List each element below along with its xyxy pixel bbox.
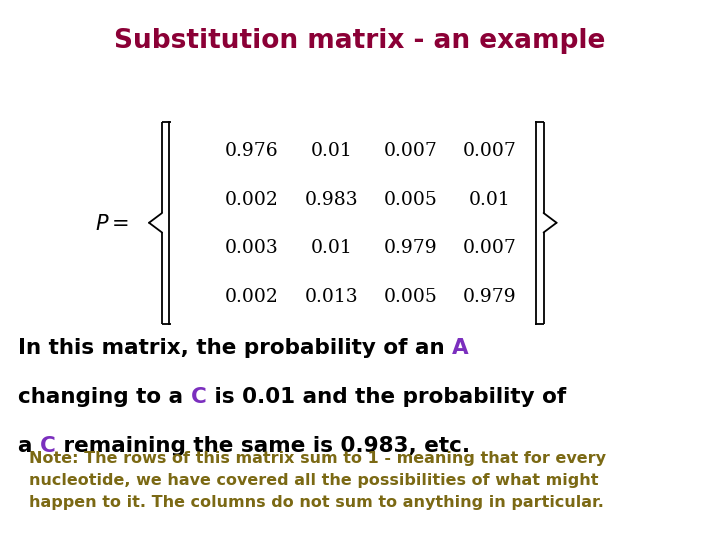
Text: 0.007: 0.007 (463, 142, 516, 160)
Text: Note: The rows of this matrix sum to 1 - meaning that for every
nucleotide, we h: Note: The rows of this matrix sum to 1 -… (29, 451, 606, 510)
Text: C: C (191, 387, 207, 407)
Text: 0.979: 0.979 (384, 239, 437, 258)
Text: 0.983: 0.983 (305, 191, 358, 209)
Text: remaining the same is 0.983, etc.: remaining the same is 0.983, etc. (56, 435, 470, 456)
Text: 0.002: 0.002 (225, 191, 279, 209)
Text: A: A (452, 338, 469, 359)
Text: $P=$: $P=$ (94, 214, 129, 234)
Text: 0.01: 0.01 (310, 239, 352, 258)
Text: 0.976: 0.976 (225, 142, 279, 160)
Text: 0.01: 0.01 (469, 191, 510, 209)
Text: is 0.01 and the probability of: is 0.01 and the probability of (207, 387, 566, 407)
Text: 0.979: 0.979 (463, 288, 516, 306)
Text: a: a (18, 435, 40, 456)
Text: 0.003: 0.003 (225, 239, 279, 258)
Text: changing to a: changing to a (18, 387, 191, 407)
Text: 0.013: 0.013 (305, 288, 358, 306)
Text: 0.007: 0.007 (384, 142, 437, 160)
Text: 0.005: 0.005 (384, 191, 437, 209)
Text: C: C (40, 435, 56, 456)
Text: 0.007: 0.007 (463, 239, 516, 258)
Text: In this matrix, the probability of an: In this matrix, the probability of an (18, 338, 452, 359)
Text: 0.002: 0.002 (225, 288, 279, 306)
Text: 0.005: 0.005 (384, 288, 437, 306)
Text: Substitution matrix - an example: Substitution matrix - an example (114, 28, 606, 53)
Text: 0.01: 0.01 (310, 142, 352, 160)
